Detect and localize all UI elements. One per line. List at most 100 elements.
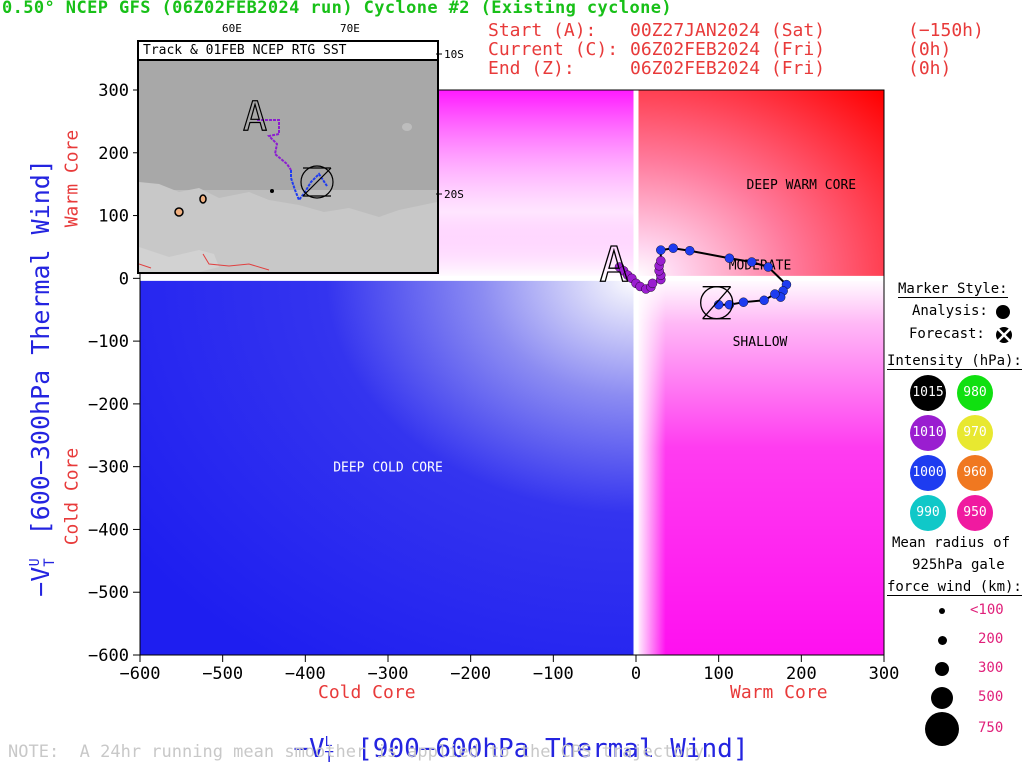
x-tick-label: −200	[450, 664, 491, 684]
chart-title: 0.50° NCEP GFS (06Z02FEB2024 run) Cyclon…	[2, 0, 672, 18]
legend-radius-title-1: Mean radius of	[892, 535, 1011, 551]
x-axis-label-rest: [900−600hPa Thermal Wind]	[341, 734, 749, 764]
legend-radius-title-3: force wind (km):	[887, 579, 1022, 596]
inset-lon-60e: 60E	[222, 22, 242, 35]
x-tick-label: −400	[285, 664, 326, 684]
y-tick-label: 0	[119, 269, 129, 289]
legend-forecast-label: Forecast:	[909, 326, 985, 342]
inset-title: Track & 01FEB NCEP RTG SST	[139, 42, 437, 61]
y-tick-label: −600	[88, 646, 129, 666]
intensity-swatch-950: 950	[957, 495, 993, 531]
radius-dot-0	[939, 608, 945, 614]
y-tick-label: −400	[88, 520, 129, 540]
trajectory-point	[747, 257, 757, 267]
region-shallow: SHALLOW	[733, 335, 788, 350]
y-tick-label: −100	[88, 332, 129, 352]
legend-intensity-title: Intensity (hPa):	[887, 353, 1022, 370]
x-axis-label-sup: L	[324, 735, 333, 750]
inset-marker-a: A	[243, 94, 267, 140]
radius-label-1: 200	[978, 631, 1004, 647]
x-tick-label: 0	[631, 664, 641, 684]
trajectory-point	[656, 245, 666, 255]
current-marker-c	[700, 286, 734, 320]
radius-dot-1	[937, 635, 947, 645]
x-axis-label-prefix: −V	[293, 734, 325, 764]
inset-lon-70e: 70E	[340, 22, 360, 35]
x-tick-label: −300	[368, 664, 409, 684]
intensity-swatch-1010: 1010	[910, 415, 946, 451]
intensity-swatch-1015: 1015	[910, 375, 946, 411]
inset-lat-20s: 20S	[444, 188, 464, 201]
x-axis-label-sub: T	[324, 748, 334, 766]
trajectory-point	[656, 256, 666, 266]
island-3	[270, 189, 274, 193]
island-2	[199, 194, 207, 204]
legend-radius-list: <100 200 300 500 750	[887, 600, 1022, 760]
inset-track-blue	[290, 170, 328, 203]
footnote: NOTE: A 24hr running mean smoother is ap…	[8, 742, 715, 762]
region-moderate: MODERATE	[729, 259, 792, 274]
intensity-swatch-1000: 1000	[910, 455, 946, 491]
radius-dot-3	[931, 687, 953, 709]
x-axis-label: −VTL [900−600hPa Thermal Wind]	[262, 704, 749, 766]
start-offset: (−150h)	[908, 20, 984, 41]
y-tick-label: 100	[98, 207, 129, 227]
radius-label-2: 300	[978, 660, 1004, 676]
x-tick-label: −600	[120, 664, 161, 684]
x-tick-label: 300	[869, 664, 900, 684]
quadrant-cold-cold	[140, 278, 636, 655]
inset-lat-10s: 10S	[444, 48, 464, 61]
trajectory-point	[770, 289, 780, 299]
x-tick-label: −100	[533, 664, 574, 684]
current-value: 06Z02FEB2024 (Fri)	[630, 39, 826, 60]
intensity-swatch-960: 960	[957, 455, 993, 491]
inset-map: A Track & 01FEB NCEP RTG SST	[137, 40, 439, 274]
radius-label-3: 500	[978, 689, 1004, 705]
legend-analysis-label: Analysis:	[912, 303, 988, 319]
trajectory-point	[759, 295, 769, 306]
x-tick-label: 100	[703, 664, 734, 684]
trajectory-point	[647, 278, 658, 289]
x-tick-label: 200	[786, 664, 817, 684]
start-label: Start (A):	[488, 20, 597, 41]
end-value: 06Z02FEB2024 (Fri)	[630, 58, 826, 79]
y-tick-label: −300	[88, 458, 129, 478]
intensity-swatch-980: 980	[957, 375, 993, 411]
start-value: 00Z27JAN2024 (Sat)	[630, 20, 826, 41]
y-tick-label: 300	[98, 81, 129, 101]
island-1	[174, 207, 184, 217]
intensity-swatch-970: 970	[957, 415, 993, 451]
intensity-swatch-990: 990	[910, 495, 946, 531]
region-deep-warm: DEEP WARM CORE	[747, 178, 857, 193]
x-warm-core-label: Warm Core	[730, 682, 828, 703]
legend-analysis-marker	[996, 305, 1010, 319]
y-tick-label: −500	[88, 583, 129, 603]
y-tick-label: −200	[88, 395, 129, 415]
radius-dot-2	[935, 662, 949, 676]
radius-label-4: 750	[978, 720, 1004, 736]
inset-marker-c	[300, 165, 334, 199]
plot-frame	[139, 89, 885, 656]
inset-lat-ticks	[436, 53, 442, 195]
quadrant-warm-cold-fade	[636, 278, 884, 655]
x-cold-core-label: Cold Core	[318, 682, 416, 703]
trajectory-point	[685, 246, 695, 256]
end-label: End (Z):	[488, 58, 575, 79]
legend-forecast-marker	[996, 327, 1012, 343]
x-tick-label: −500	[202, 664, 243, 684]
start-marker-a: A	[599, 237, 628, 293]
current-label: Current (C):	[488, 39, 619, 60]
trajectory-point	[738, 297, 749, 307]
region-deep-cold: DEEP COLD CORE	[333, 461, 443, 476]
legend-marker-style-title: Marker Style:	[898, 281, 1008, 298]
y-tick-label: 200	[98, 144, 129, 164]
trajectory-point	[763, 262, 773, 272]
inset-track-purple	[257, 119, 292, 171]
trajectory-point	[724, 253, 735, 263]
radius-label-0: <100	[970, 602, 1004, 618]
end-offset: (0h)	[908, 58, 952, 79]
trajectory-point	[668, 243, 678, 253]
legend-radius-title-2: 925hPa gale	[912, 557, 1005, 573]
radius-dot-4	[925, 712, 959, 746]
island-4	[402, 123, 412, 131]
